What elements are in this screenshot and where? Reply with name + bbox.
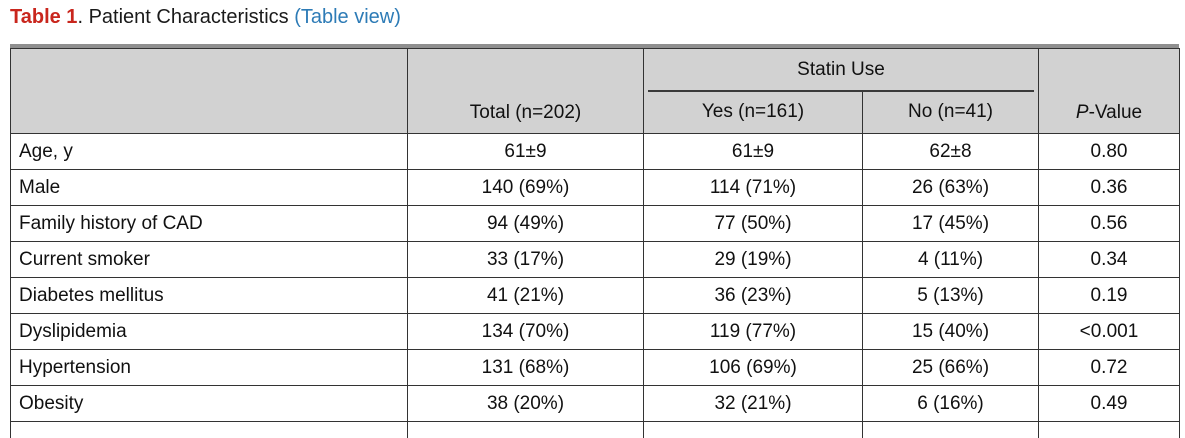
table-row: Current smoker 33 (17%) 29 (19%) 4 (11%)… bbox=[10, 241, 1180, 278]
header-cell-total: Total (n=202) bbox=[407, 48, 644, 134]
cell-pvalue: 0.56 bbox=[1038, 205, 1180, 242]
table-row-partial bbox=[10, 421, 1180, 438]
page-title: Table 1. Patient Characteristics (Table … bbox=[10, 6, 401, 29]
cell-yes: 119 (77%) bbox=[643, 313, 863, 350]
pvalue-p-italic: P bbox=[1075, 102, 1089, 123]
pvalue-rest: -Value bbox=[1088, 102, 1143, 123]
row-label: Obesity bbox=[10, 385, 408, 422]
cell-yes: 77 (50%) bbox=[643, 205, 863, 242]
cell-pvalue: <0.001 bbox=[1038, 313, 1180, 350]
header-cell-empty bbox=[10, 48, 408, 134]
cell-total: 134 (70%) bbox=[407, 313, 644, 350]
header-cell-no: No (n=41) bbox=[862, 91, 1039, 134]
cell-pvalue: 0.34 bbox=[1038, 241, 1180, 278]
table-row: Diabetes mellitus 41 (21%) 36 (23%) 5 (1… bbox=[10, 277, 1180, 314]
table-row: Dyslipidemia 134 (70%) 119 (77%) 15 (40%… bbox=[10, 313, 1180, 350]
cell-pvalue: 0.19 bbox=[1038, 277, 1180, 314]
cell-pvalue: 0.80 bbox=[1038, 133, 1180, 170]
title-text: Patient Characteristics bbox=[88, 6, 295, 28]
cell-pvalue: 0.49 bbox=[1038, 385, 1180, 422]
row-label: Diabetes mellitus bbox=[10, 277, 408, 314]
cell-yes: 106 (69%) bbox=[643, 349, 863, 386]
header-cell-pvalue: P-Value bbox=[1038, 48, 1180, 134]
table-row: Obesity 38 (20%) 32 (21%) 6 (16%) 0.49 bbox=[10, 385, 1180, 422]
cell-total: 140 (69%) bbox=[407, 169, 644, 206]
cell-no: 5 (13%) bbox=[862, 277, 1039, 314]
row-label: Age, y bbox=[10, 133, 408, 170]
characteristics-table-container: Total (n=202) Statin Use P-Value Yes (n=… bbox=[10, 44, 1180, 438]
header-row-group: Total (n=202) Statin Use P-Value bbox=[10, 48, 1180, 134]
cell-yes: 29 (19%) bbox=[643, 241, 863, 278]
cell-yes: 114 (71%) bbox=[643, 169, 863, 206]
cell-total: 61±9 bbox=[407, 133, 644, 170]
cell-yes: 36 (23%) bbox=[643, 277, 863, 314]
table-header: Total (n=202) Statin Use P-Value Yes (n=… bbox=[10, 48, 1180, 134]
title-separator: . bbox=[77, 6, 89, 28]
table-top-bar bbox=[10, 44, 1179, 48]
cell-total: 131 (68%) bbox=[407, 349, 644, 386]
cell-total bbox=[407, 421, 644, 438]
table-row: Age, y 61±9 61±9 62±8 0.80 bbox=[10, 133, 1180, 170]
row-label: Family history of CAD bbox=[10, 205, 408, 242]
cell-no: 25 (66%) bbox=[862, 349, 1039, 386]
header-cell-yes: Yes (n=161) bbox=[643, 91, 863, 134]
cell-pvalue bbox=[1038, 421, 1180, 438]
cell-no: 62±8 bbox=[862, 133, 1039, 170]
cell-yes: 32 (21%) bbox=[643, 385, 863, 422]
table-row: Hypertension 131 (68%) 106 (69%) 25 (66%… bbox=[10, 349, 1180, 386]
table-body: Age, y 61±9 61±9 62±8 0.80 Male 140 (69%… bbox=[10, 133, 1180, 438]
cell-no: 15 (40%) bbox=[862, 313, 1039, 350]
table-view-link[interactable]: (Table view) bbox=[294, 6, 401, 28]
cell-no bbox=[862, 421, 1039, 438]
cell-no: 17 (45%) bbox=[862, 205, 1039, 242]
cell-no: 6 (16%) bbox=[862, 385, 1039, 422]
header-cell-statin-use-group: Statin Use bbox=[643, 48, 1039, 92]
cell-yes bbox=[643, 421, 863, 438]
cell-total: 94 (49%) bbox=[407, 205, 644, 242]
table-row: Family history of CAD 94 (49%) 77 (50%) … bbox=[10, 205, 1180, 242]
cell-total: 33 (17%) bbox=[407, 241, 644, 278]
cell-pvalue: 0.36 bbox=[1038, 169, 1180, 206]
patient-characteristics-table: Total (n=202) Statin Use P-Value Yes (n=… bbox=[10, 48, 1180, 438]
statin-use-group-label: Statin Use bbox=[797, 59, 885, 81]
cell-no: 4 (11%) bbox=[862, 241, 1039, 278]
row-label: Male bbox=[10, 169, 408, 206]
cell-total: 38 (20%) bbox=[407, 385, 644, 422]
cell-yes: 61±9 bbox=[643, 133, 863, 170]
row-label: Dyslipidemia bbox=[10, 313, 408, 350]
cell-pvalue: 0.72 bbox=[1038, 349, 1180, 386]
table-row: Male 140 (69%) 114 (71%) 26 (63%) 0.36 bbox=[10, 169, 1180, 206]
cell-no: 26 (63%) bbox=[862, 169, 1039, 206]
row-label: Hypertension bbox=[10, 349, 408, 386]
table-number-label: Table 1 bbox=[10, 6, 78, 28]
cell-total: 41 (21%) bbox=[407, 277, 644, 314]
statin-use-underline bbox=[648, 89, 1034, 92]
row-label: Current smoker bbox=[10, 241, 408, 278]
row-label bbox=[10, 421, 408, 438]
